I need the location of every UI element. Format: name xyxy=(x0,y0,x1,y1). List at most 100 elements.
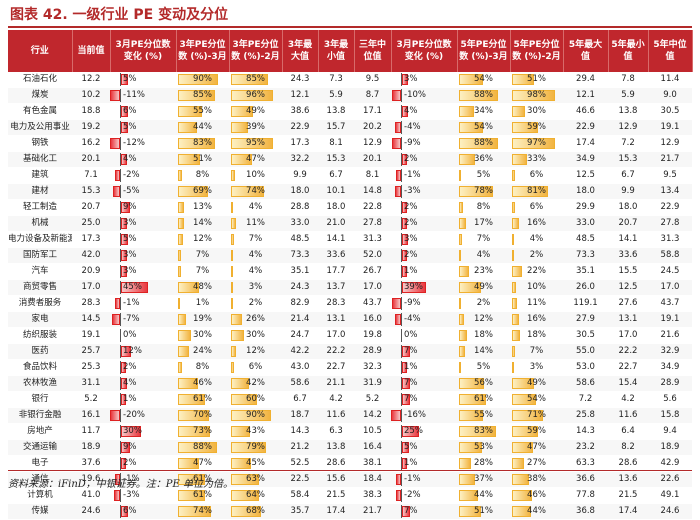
change-3y-value: -11% xyxy=(123,90,145,100)
pct-5y-mar-bar-wrap: 5% xyxy=(457,360,510,375)
pct-5y-mar-bar-wrap: 8% xyxy=(457,200,510,215)
pct-5y-feb-bar-wrap: 3% xyxy=(510,360,563,375)
change-5y-bar-wrap: 2% xyxy=(391,216,457,231)
pct-3y-mar-cell: 51% xyxy=(176,151,229,168)
pct-5y-mar-bar-wrap: 54% xyxy=(457,120,510,135)
pct-5y-mar-bar xyxy=(459,282,481,293)
pct-5y-mar-value: 83% xyxy=(474,426,493,436)
pct-3y-mar-bar-wrap: 30% xyxy=(176,328,229,343)
pct-3y-feb-bar xyxy=(231,266,233,277)
pct-5y-feb-bar-wrap: 59% xyxy=(510,120,563,135)
change-3y-bar xyxy=(121,266,127,277)
header-5y-max: 5年最大值 xyxy=(563,30,609,72)
median-3y: 14.2 xyxy=(354,407,391,424)
pct-3y-mar-cell: 8% xyxy=(176,167,229,184)
pct-5y-mar-cell: 54% xyxy=(457,119,510,136)
pct-5y-mar-bar-wrap: 17% xyxy=(457,216,510,231)
pct-5y-feb-bar xyxy=(512,426,538,437)
pct-5y-feb-bar-wrap: 18% xyxy=(510,328,563,343)
pct-5y-feb-bar xyxy=(512,298,517,309)
change-5y-bar xyxy=(402,266,407,277)
pct-3y-mar-bar-wrap: 88% xyxy=(176,440,229,455)
pct-5y-feb-cell: 51% xyxy=(510,72,563,88)
change-5y-bar-wrap: 39% xyxy=(391,280,457,295)
median-5y: 24.5 xyxy=(648,263,692,280)
median-5y: 21.7 xyxy=(648,151,692,168)
min-5y: 22.7 xyxy=(608,359,648,376)
change-3y-zero-axis xyxy=(120,137,121,150)
change-3y-zero-axis xyxy=(120,297,121,310)
pct-3y-feb-value: 10% xyxy=(246,170,265,180)
max-5y: 63.3 xyxy=(563,455,608,472)
table-row: 家电 14.5 -7% 19% 26% 21.4 13.1 16.0 -4% 12% 16% 27.9… xyxy=(8,311,692,328)
change-3y-cell: -5% xyxy=(110,183,176,200)
change-5y-zero-axis xyxy=(401,153,402,166)
pct-3y-feb-bar xyxy=(231,394,258,405)
header-3y-median: 三年中位值 xyxy=(354,30,392,72)
change-3y-value: 45% xyxy=(123,282,142,292)
min-3y: 5.9 xyxy=(318,87,354,104)
median-3y: 18.4 xyxy=(354,471,391,488)
change-5y-value: -9% xyxy=(404,298,421,308)
pct-5y-feb-bar-wrap: 59% xyxy=(510,424,563,439)
pct-5y-mar-bar-wrap: 51% xyxy=(457,504,510,519)
pct-3y-mar-bar xyxy=(178,234,184,245)
pct-3y-mar-cell: 8% xyxy=(176,359,229,376)
current-pe: 31.1 xyxy=(72,375,110,392)
pct-5y-feb-value: 51% xyxy=(527,74,546,84)
pct-5y-mar-bar xyxy=(459,410,484,421)
change-3y-cell: -20% xyxy=(110,407,176,424)
pct-3y-feb-value: 4% xyxy=(248,250,263,260)
change-5y-bar-wrap: -9% xyxy=(391,136,457,151)
industry-name: 传媒 xyxy=(8,503,72,520)
industry-name: 非银行金融 xyxy=(8,407,72,424)
industry-name: 电子 xyxy=(8,455,72,472)
pct-5y-mar-bar xyxy=(459,170,462,181)
pct-3y-mar-bar-wrap: 55% xyxy=(176,104,229,119)
change-5y-cell: 2% xyxy=(391,247,457,264)
median-5y: 19.1 xyxy=(648,119,692,136)
pct-3y-feb-bar-wrap: 6% xyxy=(229,360,282,375)
max-5y: 23.2 xyxy=(563,439,608,456)
pct-5y-mar-value: 18% xyxy=(474,330,493,340)
min-5y: 13.8 xyxy=(608,103,648,120)
change-5y-bar-wrap: -10% xyxy=(391,88,457,103)
pct-3y-feb-bar-wrap: 79% xyxy=(229,440,282,455)
change-5y-cell: -9% xyxy=(391,135,457,152)
change-5y-value: 2% xyxy=(404,218,418,228)
max-5y: 119.1 xyxy=(563,295,608,312)
median-5y: 43.7 xyxy=(648,295,692,312)
pct-3y-mar-cell: 74% xyxy=(176,503,229,520)
pct-3y-mar-cell: 1% xyxy=(176,295,229,312)
min-3y: 8.1 xyxy=(318,135,354,152)
pct-3y-mar-bar xyxy=(178,330,192,341)
change-3y-bar-wrap: 2% xyxy=(110,456,176,471)
median-5y: 5.6 xyxy=(648,391,692,408)
pct-3y-feb-value: 96% xyxy=(246,90,265,100)
pct-5y-mar-bar-wrap: 54% xyxy=(457,72,510,87)
pct-3y-feb-value: 60% xyxy=(246,394,265,404)
pct-3y-feb-bar xyxy=(231,458,251,469)
pct-5y-mar-bar xyxy=(459,458,472,469)
median-3y: 28.9 xyxy=(354,343,391,360)
change-3y-bar xyxy=(121,106,129,117)
change-5y-zero-axis xyxy=(401,169,402,182)
change-3y-cell: 5% xyxy=(110,231,176,248)
change-5y-bar-wrap: -16% xyxy=(391,408,457,423)
pct-5y-feb-bar xyxy=(512,74,535,85)
max-3y: 35.7 xyxy=(282,503,318,520)
pct-5y-mar-cell: 55% xyxy=(457,407,510,424)
change-5y-bar-wrap: 1% xyxy=(391,456,457,471)
change-3y-value: 9% xyxy=(123,202,137,212)
change-5y-bar-wrap: 7% xyxy=(391,344,457,359)
change-5y-bar-wrap: 3% xyxy=(391,72,457,87)
pct-3y-mar-bar-wrap: 74% xyxy=(176,504,229,519)
pct-5y-feb-bar-wrap: 44% xyxy=(510,504,563,519)
pct-5y-mar-cell: 14% xyxy=(457,343,510,360)
pct-3y-feb-bar-wrap: 12% xyxy=(229,344,282,359)
industry-name: 电力设备及新能源 xyxy=(8,231,72,248)
change-3y-bar xyxy=(121,250,127,261)
pct-5y-feb-value: 27% xyxy=(527,458,546,468)
change-5y-bar-wrap: -1% xyxy=(391,168,457,183)
change-3y-cell: 4% xyxy=(110,151,176,168)
